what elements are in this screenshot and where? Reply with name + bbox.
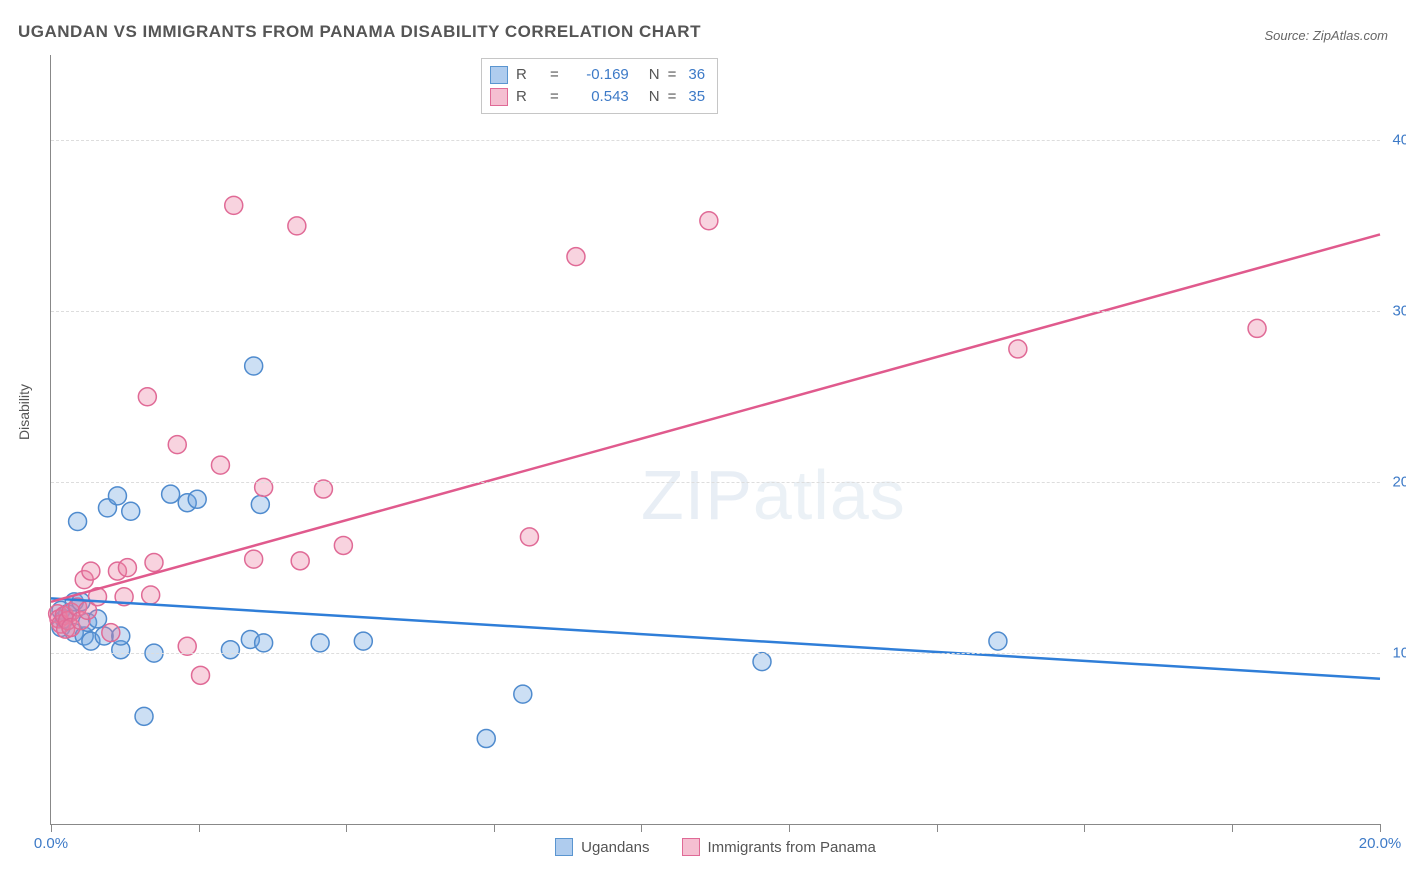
x-tick — [641, 824, 642, 832]
x-tick — [346, 824, 347, 832]
trend-line — [51, 234, 1380, 601]
x-tick — [199, 824, 200, 832]
scatter-point — [211, 456, 229, 474]
scatter-point — [142, 586, 160, 604]
x-tick-label: 20.0% — [1359, 835, 1402, 852]
scatter-point — [989, 632, 1007, 650]
x-tick — [789, 824, 790, 832]
legend-label: Immigrants from Panama — [708, 839, 876, 856]
scatter-point — [221, 641, 239, 659]
gridline — [51, 482, 1380, 483]
scatter-point — [168, 436, 186, 454]
chart-title: UGANDAN VS IMMIGRANTS FROM PANAMA DISABI… — [18, 22, 701, 42]
legend-item: Ugandans — [555, 838, 649, 856]
scatter-point — [700, 212, 718, 230]
legend-label: Ugandans — [581, 839, 649, 856]
x-tick — [1380, 824, 1381, 832]
scatter-point — [288, 217, 306, 235]
gridline — [51, 653, 1380, 654]
scatter-point — [138, 388, 156, 406]
legend-item: Immigrants from Panama — [682, 838, 876, 856]
x-tick — [51, 824, 52, 832]
x-tick — [937, 824, 938, 832]
scatter-point — [251, 495, 269, 513]
scatter-point — [567, 248, 585, 266]
plot-area: ZIPatlas R = -0.169 N = 36 R = 0.543 N =… — [50, 55, 1380, 825]
x-tick — [494, 824, 495, 832]
scatter-point — [225, 196, 243, 214]
scatter-point — [145, 554, 163, 572]
scatter-point — [162, 485, 180, 503]
scatter-point — [82, 562, 100, 580]
scatter-point — [135, 707, 153, 725]
gridline — [51, 140, 1380, 141]
x-tick — [1084, 824, 1085, 832]
x-tick — [1232, 824, 1233, 832]
swatch-icon — [682, 838, 700, 856]
source-attribution: Source: ZipAtlas.com — [1264, 28, 1388, 43]
scatter-point — [102, 624, 120, 642]
scatter-point — [255, 634, 273, 652]
scatter-point — [245, 550, 263, 568]
scatter-point — [514, 685, 532, 703]
scatter-point — [108, 487, 126, 505]
y-tick-label: 40.0% — [1392, 132, 1406, 149]
scatter-point — [354, 632, 372, 650]
scatter-point — [753, 653, 771, 671]
scatter-point — [255, 478, 273, 496]
scatter-point — [118, 559, 136, 577]
scatter-point — [291, 552, 309, 570]
scatter-point — [69, 513, 87, 531]
scatter-point — [1009, 340, 1027, 358]
swatch-icon — [555, 838, 573, 856]
scatter-point — [520, 528, 538, 546]
scatter-point — [477, 730, 495, 748]
scatter-point — [192, 666, 210, 684]
y-tick-label: 10.0% — [1392, 645, 1406, 662]
scatter-point — [245, 357, 263, 375]
scatter-svg — [51, 55, 1380, 824]
scatter-point — [1248, 319, 1266, 337]
legend: Ugandans Immigrants from Panama — [51, 838, 1380, 856]
gridline — [51, 311, 1380, 312]
y-tick-label: 20.0% — [1392, 474, 1406, 491]
scatter-point — [122, 502, 140, 520]
y-axis-label: Disability — [16, 384, 32, 440]
scatter-point — [311, 634, 329, 652]
scatter-point — [188, 490, 206, 508]
x-tick-label: 0.0% — [34, 835, 68, 852]
y-tick-label: 30.0% — [1392, 303, 1406, 320]
scatter-point — [334, 536, 352, 554]
